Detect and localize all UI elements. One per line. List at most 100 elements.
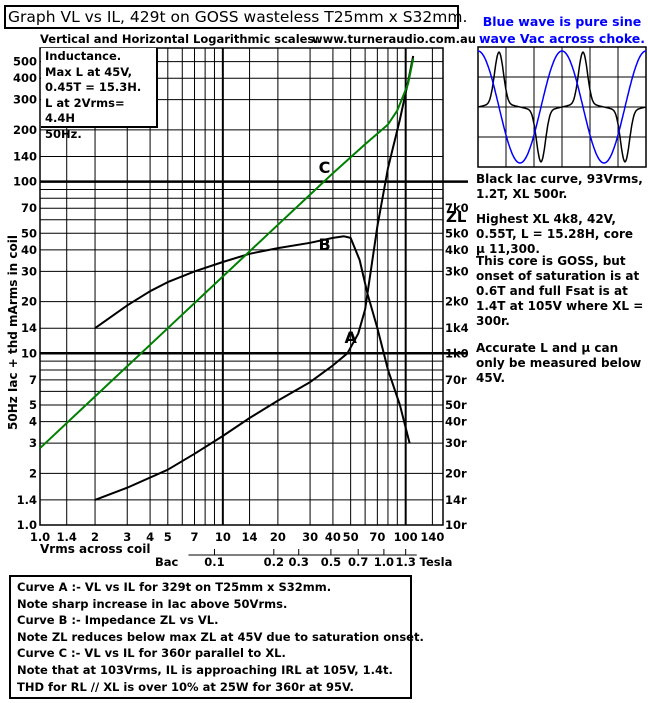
zl-axis-label: ZL bbox=[446, 208, 467, 226]
zl-tick-label: 40r bbox=[445, 415, 467, 429]
inductance-line: Max L at 45V, bbox=[45, 64, 133, 79]
x-tick-label: 10 bbox=[215, 530, 231, 544]
y-axis-label: 50Hz Iac + thd mArms in coil bbox=[6, 235, 20, 430]
grid bbox=[39, 47, 468, 526]
caption-line: THD for RL // XL is over 10% at 25W for … bbox=[17, 679, 354, 694]
caption-box: Curve A :- VL vs IL for 329t on T25mm x … bbox=[9, 575, 424, 699]
tesla-tick-label: 1.0 bbox=[374, 555, 394, 569]
caption-line: Curve A :- VL vs IL for 329t on T25mm x … bbox=[17, 580, 332, 594]
tesla-tick-label: 0.3 bbox=[289, 555, 309, 569]
zl-tick-label: 14r bbox=[445, 493, 467, 507]
curve-label-c: C bbox=[319, 158, 331, 177]
zl-tick-labels: 10r 14r 20r 30r 40r 50r 70r 1k0 1k4 2k0 3k0 4k0 5k0 7… bbox=[445, 201, 469, 532]
zl-tick-label: 10r bbox=[445, 518, 467, 532]
tesla-axis: Bac 0.1 0.2 0.3 0.5 0.7 1.0 1.3 Tesla bbox=[155, 549, 452, 569]
caption-line: Note ZL reduces below max ZL at 45V due … bbox=[17, 629, 424, 644]
tesla-tick-label: 0.7 bbox=[348, 555, 368, 569]
zl-tick-label: 50r bbox=[445, 398, 467, 412]
y-tick-labels: 1.0 1.4 2 3 4 5 7 10 14 20 30 40 50 70 100 140 200 300 400… bbox=[13, 55, 37, 532]
chart-title: Graph VL vs IL, 429t on GOSS wasteless T… bbox=[4, 5, 467, 29]
iac-wave bbox=[477, 50, 647, 164]
zl-tick-label: 1k0 bbox=[445, 346, 469, 360]
x-tick-label: 140 bbox=[420, 530, 444, 544]
y-tick-label: 7 bbox=[29, 373, 37, 387]
caption-line: Curve B :- Impedance ZL vs VL. bbox=[17, 613, 219, 628]
x-tick-label: 100 bbox=[394, 530, 418, 544]
y-tick-label: 100 bbox=[13, 175, 37, 189]
subtitle: Vertical and Horizontal Logarithmic scal… bbox=[40, 32, 319, 46]
curve-label-b: B bbox=[318, 235, 330, 254]
y-tick-label: 4 bbox=[29, 415, 37, 429]
y-tick-label: 3 bbox=[29, 436, 37, 450]
y-tick-label: 1.4 bbox=[17, 493, 37, 507]
y-tick-label: 400 bbox=[13, 71, 37, 85]
curve-b bbox=[94, 235, 411, 444]
inductance-box: Inductance. Max L at 45V, 0.45T = 15.3H.… bbox=[41, 48, 158, 141]
y-tick-label: 5 bbox=[29, 398, 37, 412]
blue-wave-note-line: wave Vac across choke. bbox=[478, 31, 646, 46]
x-tick-label: 14 bbox=[242, 530, 258, 544]
bac-label: Bac bbox=[155, 555, 179, 569]
inductance-line: 50Hz. bbox=[45, 126, 82, 141]
y-tick-label: 500 bbox=[13, 55, 37, 69]
zl-tick-label: 20r bbox=[445, 466, 467, 480]
zl-tick-label: 1k4 bbox=[445, 321, 469, 335]
zl-tick-label: 70r bbox=[445, 373, 467, 387]
curves: A B C bbox=[39, 55, 415, 501]
zl-tick-label: 4k0 bbox=[445, 243, 469, 257]
zl-tick-label: 5k0 bbox=[445, 226, 469, 240]
curve-c bbox=[39, 58, 415, 449]
note-goss-core: This core is GOSS, but onset of saturati… bbox=[476, 254, 644, 328]
x-tick-label: 3 bbox=[123, 530, 131, 544]
y-tick-label: 20 bbox=[21, 295, 37, 309]
y-tick-label: 300 bbox=[13, 93, 37, 107]
note-black-iac: Black Iac curve, 93Vrms, 1.2T, XL 500r. bbox=[476, 172, 643, 201]
y-tick-label: 1.0 bbox=[17, 518, 37, 532]
inductance-line: L at 2Vrms= 4.4H bbox=[45, 95, 125, 126]
y-tick-label: 200 bbox=[13, 123, 37, 137]
caption-line: Note sharp increase in Iac above 50Vrms. bbox=[17, 596, 288, 611]
curve-label-a: A bbox=[344, 328, 357, 347]
y-tick-label: 40 bbox=[21, 243, 37, 257]
x-tick-label: 7 bbox=[191, 530, 199, 544]
x-tick-label: 5 bbox=[164, 530, 172, 544]
y-tick-label: 70 bbox=[21, 201, 37, 215]
y-tick-label: 140 bbox=[13, 150, 37, 164]
caption-line: Note that at 103Vrms, IL is approaching … bbox=[17, 662, 393, 677]
tesla-tick-label: 0.1 bbox=[204, 555, 224, 569]
blue-wave-note-line: Blue wave is pure sine bbox=[482, 14, 642, 29]
inductance-line: Inductance. bbox=[45, 49, 122, 63]
blue-wave-note: Blue wave is pure sine wave Vac across c… bbox=[478, 13, 646, 47]
zl-tick-label: 7k0 bbox=[445, 201, 469, 215]
y-tick-label: 30 bbox=[21, 264, 37, 278]
tesla-tick-label: 1.3 bbox=[395, 555, 415, 569]
x-tick-label: 30 bbox=[302, 530, 318, 544]
curve-a bbox=[94, 55, 415, 501]
x-tick-label: 4 bbox=[146, 530, 154, 544]
plot-frame bbox=[39, 47, 444, 526]
zl-tick-label: 2k0 bbox=[445, 295, 469, 309]
y-tick-label: 10 bbox=[21, 346, 37, 360]
y-tick-label: 2 bbox=[29, 466, 37, 480]
x-tick-label: 1.4 bbox=[57, 530, 77, 544]
tesla-tick-label: 0.5 bbox=[321, 555, 341, 569]
x-axis-label: Vrms across coil bbox=[40, 542, 150, 556]
caption-line: Curve C :- VL vs IL for 360r parallel to… bbox=[17, 646, 286, 661]
tesla-tick-label: 0.2 bbox=[264, 555, 284, 569]
zl-tick-label: 3k0 bbox=[445, 264, 469, 278]
x-tick-label: 50 bbox=[343, 530, 359, 544]
zl-tick-label: 30r bbox=[445, 436, 467, 450]
x-tick-label: 2 bbox=[91, 530, 99, 544]
x-tick-label: 1.0 bbox=[30, 530, 50, 544]
x-tick-labels: 1.0 1.4 2 3 4 5 7 10 14 20 30 40 50 70 100 140 bbox=[30, 530, 445, 544]
blue-wave-inset bbox=[477, 46, 647, 168]
note-highest-xl: Highest XL 4k8, 42V, 0.55T, L = 15.28H, … bbox=[476, 212, 634, 256]
inductance-line: 0.45T = 15.3H. bbox=[45, 80, 142, 94]
y-tick-label: 14 bbox=[21, 321, 37, 335]
tesla-label: Tesla bbox=[420, 555, 453, 569]
website: www.turneraudio.com.au bbox=[312, 32, 476, 46]
x-tick-label: 40 bbox=[325, 530, 341, 544]
note-accurate-l: Accurate L and μ can only be measured be… bbox=[476, 341, 642, 385]
sine-wave bbox=[477, 50, 647, 164]
